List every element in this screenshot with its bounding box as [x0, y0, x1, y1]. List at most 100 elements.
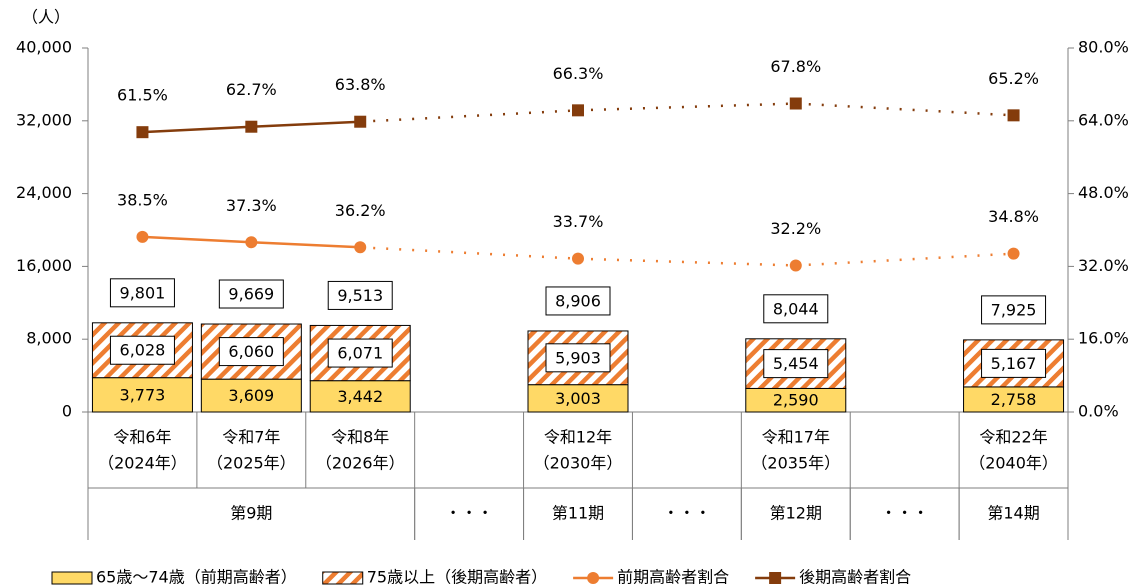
marker: [1007, 109, 1020, 122]
legend-label: 後期高齢者割合: [799, 568, 911, 587]
period-label: 第12期: [770, 504, 822, 523]
marker: [1007, 247, 1020, 260]
projection-line: [577, 102, 796, 112]
legend-swatch: [769, 572, 782, 584]
value-label: 33.7%: [553, 212, 604, 231]
period-label: ・・・: [881, 504, 929, 523]
value-label-box: [981, 348, 1047, 378]
value-label: 3,003: [555, 389, 601, 408]
total-label-box: [981, 295, 1047, 325]
y-axis-label: （人）: [22, 8, 70, 27]
total-label: 8,044: [773, 299, 819, 318]
bar-segment: [200, 378, 302, 413]
x-tick-label: 令和17年: [762, 428, 830, 447]
line: [142, 237, 1013, 254]
value-label: 38.5%: [117, 190, 168, 209]
projection-line: [795, 102, 1014, 117]
marker: [789, 259, 802, 272]
total-label: 9,513: [337, 286, 383, 305]
period-label: 第9期: [230, 504, 272, 523]
value-label-box: [763, 349, 829, 379]
marker: [136, 126, 149, 139]
marker: [245, 236, 258, 249]
x-tick-label: （2025年）: [207, 454, 296, 473]
marker: [572, 252, 584, 265]
x-tick-label: （2035年）: [751, 454, 840, 473]
x-tick-label: （2026年）: [316, 454, 405, 473]
x-tick-label: 令和22年: [979, 428, 1047, 447]
total-label-box: [545, 286, 611, 316]
x-tick-label: （2040年）: [969, 454, 1058, 473]
x-tick-label: 令和12年: [544, 428, 612, 447]
y-tick-label: 24,000: [16, 183, 72, 202]
marker: [136, 230, 149, 243]
y2-tick-label: 64.0%: [1078, 110, 1129, 129]
value-label: 34.8%: [988, 207, 1039, 226]
projection-line: [360, 109, 579, 123]
period-label: ・・・: [663, 504, 711, 523]
total-label-box: [109, 278, 175, 308]
value-label-box: [109, 335, 175, 365]
value-label: 5,903: [555, 348, 601, 367]
period-label: ・・・: [445, 504, 493, 523]
value-label: 3,773: [120, 385, 166, 404]
x-tick-label: （2030年）: [534, 454, 623, 473]
value-label: 3,609: [228, 386, 274, 405]
marker: [354, 241, 367, 254]
bar-segment: [309, 380, 411, 413]
value-label: 3,442: [337, 387, 383, 406]
total-label: 9,669: [228, 285, 274, 304]
value-label: 5,454: [773, 354, 819, 373]
total-label: 9,801: [120, 283, 166, 302]
marker: [572, 104, 584, 117]
projection-line: [577, 257, 796, 267]
y-tick-label: 40,000: [16, 38, 72, 57]
value-label: 6,060: [228, 342, 274, 361]
bar-segment: [527, 384, 629, 413]
projection-line: [795, 252, 1014, 267]
value-label: 2,590: [773, 391, 819, 410]
period-label: 第14期: [987, 504, 1039, 523]
value-label: 6,028: [120, 341, 166, 360]
y-tick-label: 32,000: [16, 110, 72, 129]
value-label: 66.3%: [553, 64, 604, 83]
bar-segment: [91, 377, 193, 413]
projection-line: [360, 246, 579, 260]
y2-tick-label: 32.0%: [1078, 256, 1129, 275]
legend-label: 前期高齢者割合: [617, 568, 729, 587]
x-tick-label: 令和7年: [222, 428, 280, 447]
total-label: 7,925: [991, 300, 1037, 319]
legend-swatch: [322, 571, 364, 585]
value-label: 67.8%: [770, 57, 821, 76]
y-tick-label: 0: [62, 402, 72, 421]
legend-swatch: [51, 571, 93, 585]
line: [142, 115, 1013, 132]
value-label: 65.2%: [988, 69, 1039, 88]
period-label: 第11期: [552, 504, 604, 523]
y2-tick-label: 48.0%: [1078, 183, 1129, 202]
total-label-box: [218, 279, 284, 309]
value-label: 37.3%: [226, 196, 277, 215]
marker: [354, 115, 367, 128]
x-tick-label: 令和6年: [113, 428, 171, 447]
y2-tick-label: 16.0%: [1078, 329, 1129, 348]
x-tick-label: 令和8年: [331, 428, 389, 447]
marker: [789, 97, 802, 110]
y2-tick-label: 0.0%: [1078, 402, 1119, 421]
value-label: 32.2%: [770, 219, 821, 238]
value-label: 61.5%: [117, 86, 168, 105]
legend-label: 75歳以上（後期高齢者）: [367, 568, 547, 587]
legend-label: 65歳～74歳（前期高齢者）: [96, 568, 297, 587]
value-label-box: [218, 337, 284, 367]
value-label: 63.8%: [335, 75, 386, 94]
value-label: 5,167: [991, 354, 1037, 373]
y-tick-label: 8,000: [26, 329, 72, 348]
y2-tick-label: 80.0%: [1078, 38, 1129, 57]
value-label: 6,071: [337, 344, 383, 363]
value-label-box: [327, 338, 393, 368]
total-label-box: [327, 280, 393, 310]
value-label: 62.7%: [226, 80, 277, 99]
y-tick-label: 16,000: [16, 256, 72, 275]
total-label: 8,906: [555, 291, 601, 310]
